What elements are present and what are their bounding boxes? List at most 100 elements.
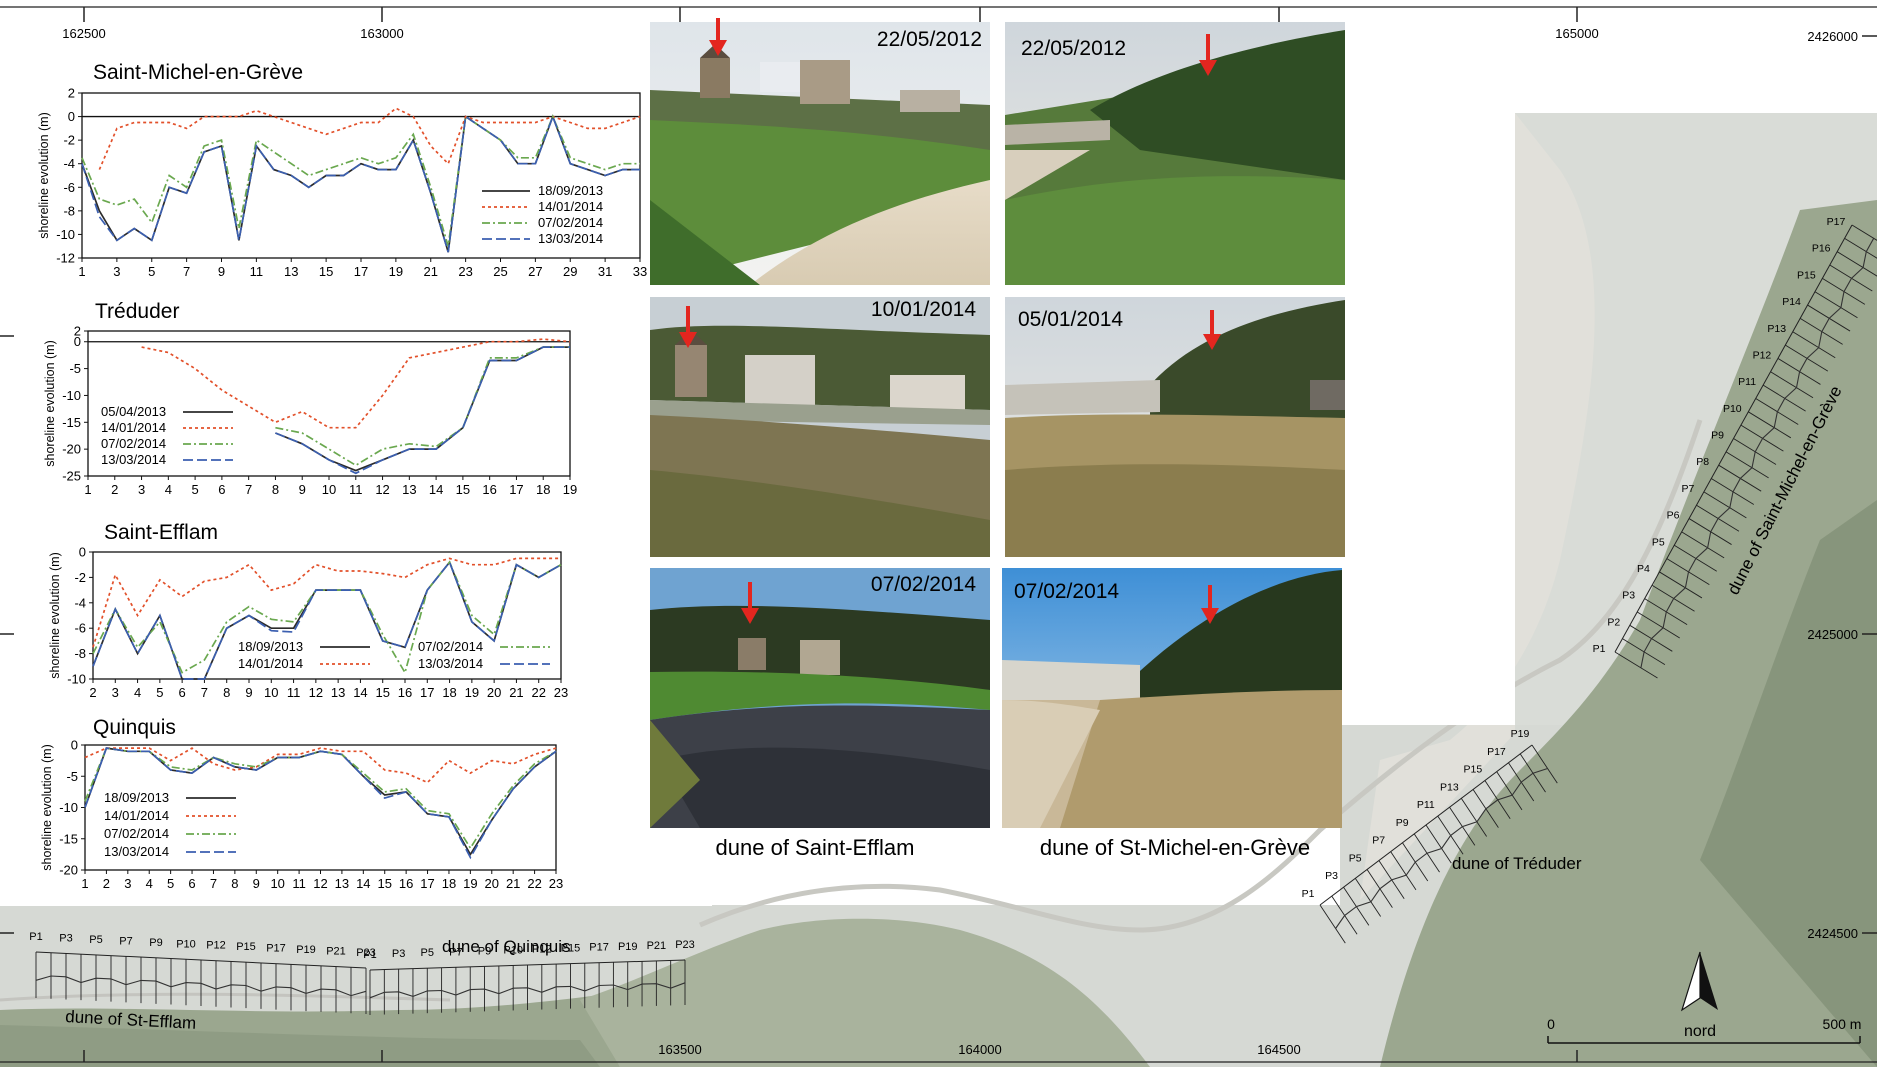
profile-label: P1 — [363, 949, 376, 961]
profile-label: P19 — [1511, 728, 1530, 740]
x-tick-label: 19 — [465, 685, 479, 700]
x-tick-label: 12 — [375, 482, 389, 497]
y-tick-label: -12 — [56, 251, 75, 266]
y-tick-label: 2 — [68, 86, 75, 101]
legend-label: 07/02/2014 — [101, 436, 166, 451]
profile-label: P21 — [326, 946, 346, 958]
map-tick-bottom-1: 164000 — [958, 1042, 1001, 1057]
x-tick-label: 1 — [84, 482, 91, 497]
profile-label: P7 — [1372, 835, 1385, 847]
profile-label: P17 — [1487, 746, 1506, 758]
x-tick-label: 3 — [138, 482, 145, 497]
x-tick-label: 17 — [509, 482, 523, 497]
map-tick-top-1: 163000 — [360, 26, 403, 41]
photo-caption-efflam: dune of Saint-Efflam — [716, 835, 915, 860]
transects-quinquis: P1 P3 P5 P7 P9 P10 P12 P15 P17 P19 P21 P23 — [363, 939, 695, 1015]
x-tick-label: 15 — [456, 482, 470, 497]
profile-label: P9 — [1711, 430, 1724, 442]
transect-line — [1636, 611, 1680, 639]
profile-label: P5 — [1349, 852, 1362, 864]
x-tick-label: 9 — [299, 482, 306, 497]
legend-label: 07/02/2014 — [538, 215, 603, 230]
y-tick-label: -2 — [63, 133, 75, 148]
baseline — [369, 959, 686, 971]
y-tick-label: -25 — [62, 469, 81, 484]
x-tick-label: 6 — [188, 876, 195, 891]
map-frame: 162500 163000 165000 163500 164000 16450… — [0, 6, 1877, 1063]
y-tick-label: -10 — [56, 227, 75, 242]
map-tick-top-2: 165000 — [1555, 26, 1598, 41]
transect-line — [1725, 451, 1769, 479]
series-line-2 — [84, 747, 557, 784]
profile-label: P1 — [29, 931, 42, 943]
legend-label: 18/09/2013 — [238, 639, 303, 654]
profile-label: P1 — [1302, 888, 1315, 900]
transect-line — [1792, 331, 1836, 359]
map-tick-right-0: 2426000 — [1807, 29, 1858, 44]
x-tick-label: 8 — [272, 482, 279, 497]
profile-label: P15 — [1797, 269, 1816, 281]
chart-title: Saint-Efflam — [104, 521, 218, 544]
chart-panel-bg — [0, 0, 712, 906]
x-tick-label: 2 — [111, 482, 118, 497]
profile-label: P5 — [89, 934, 102, 946]
legend-label: 13/03/2014 — [538, 231, 603, 246]
map-tick-bottom-2: 164500 — [1257, 1042, 1300, 1057]
x-tick-label: 9 — [253, 876, 260, 891]
profile-label: P5 — [1652, 536, 1665, 548]
profile-label: P9 — [1396, 817, 1409, 829]
map-road — [698, 419, 1703, 933]
x-tick-label: 7 — [183, 264, 190, 279]
profile-label: P3 — [392, 948, 405, 960]
x-tick-label: 11 — [349, 482, 363, 497]
x-tick-label: 33 — [633, 264, 647, 279]
x-tick-label: 3 — [112, 685, 119, 700]
legend-label: 14/01/2014 — [101, 420, 166, 435]
x-tick-label: 16 — [398, 685, 412, 700]
x-tick-label: 31 — [598, 264, 612, 279]
profile-label: P11 — [1417, 799, 1435, 811]
profile-label: P1 — [1593, 643, 1606, 655]
legend-label: 13/03/2014 — [104, 844, 169, 859]
profile-label: P2 — [1607, 616, 1620, 628]
x-tick-label: 14 — [429, 482, 443, 497]
series-line-4 — [84, 747, 557, 860]
x-tick-label: 4 — [165, 482, 172, 497]
legend-label: 07/02/2014 — [104, 826, 169, 841]
baseline — [35, 951, 367, 969]
profile-label: P17 — [589, 942, 609, 954]
y-tick-label: -10 — [67, 672, 86, 687]
series-line-3 — [275, 346, 570, 467]
x-tick-label: 22 — [527, 876, 541, 891]
profile-label: P17 — [1827, 216, 1846, 228]
x-tick-label: 6 — [218, 482, 225, 497]
photo-efflam-2012: 22/05/2012 — [650, 18, 990, 285]
photo-caption-michel: dune of St-Michel-en-Grève — [1040, 835, 1310, 860]
photo-date-efflam-3: 07/02/2014 — [871, 573, 976, 596]
profile-label: P13 — [1440, 781, 1459, 793]
y-tick-label: -20 — [59, 863, 78, 878]
y-axis-label: shoreline evolution (m) — [37, 112, 51, 238]
x-tick-label: 16 — [482, 482, 496, 497]
scale-start-label: 0 — [1547, 1016, 1555, 1032]
y-tick-label: 0 — [71, 738, 78, 753]
y-tick-label: -15 — [59, 831, 78, 846]
scale-bar: 0 500 m — [1547, 1016, 1861, 1044]
chart-title: Saint-Michel-en-Grève — [93, 61, 303, 84]
x-tick-label: 5 — [156, 685, 163, 700]
profile-label: P6 — [1667, 510, 1680, 522]
photo-efflam-jan2014: 10/01/2014 — [650, 297, 990, 557]
x-tick-label: 10 — [264, 685, 278, 700]
transect-line — [1614, 651, 1658, 679]
legend-label: 14/01/2014 — [104, 808, 169, 823]
x-tick-label: 29 — [563, 264, 577, 279]
y-tick-label: -10 — [62, 388, 81, 403]
x-tick-label: 25 — [493, 264, 507, 279]
x-tick-label: 2 — [103, 876, 110, 891]
x-tick-label: 18 — [442, 876, 456, 891]
photo-efflam-feb2014: 07/02/2014 — [650, 568, 990, 828]
profile-label: P3 — [1622, 590, 1635, 602]
x-tick-label: 4 — [146, 876, 153, 891]
